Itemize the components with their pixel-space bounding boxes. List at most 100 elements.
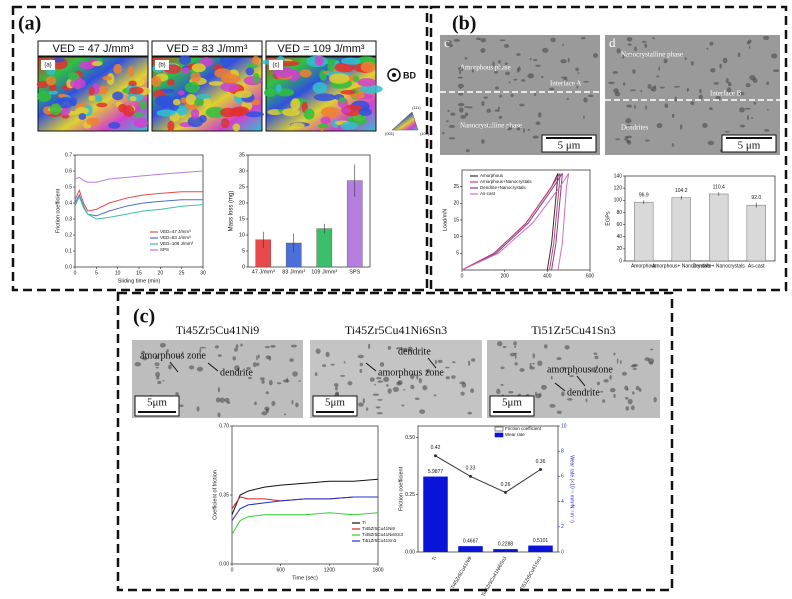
- map-tag: (b): [158, 63, 165, 69]
- panel-label: (a): [18, 13, 41, 35]
- x-tick-label: As-cast: [748, 263, 765, 269]
- speck: [725, 78, 729, 84]
- value-label: 0.26: [501, 482, 511, 488]
- grain: [245, 67, 255, 76]
- speck: [543, 344, 548, 349]
- map-tag: (c): [273, 63, 280, 69]
- x-tick-label: 0: [231, 567, 234, 573]
- alloy-title: Ti51Zr5Cu41Sn3: [531, 323, 615, 337]
- series-line: [74, 188, 203, 212]
- speck: [505, 71, 510, 76]
- grain: [290, 122, 305, 129]
- grain: [263, 88, 277, 97]
- speck: [715, 95, 721, 101]
- series-line: [231, 496, 378, 521]
- speck: [234, 365, 240, 371]
- x-axis-label: Sliding time (min): [118, 278, 161, 284]
- plot-frame: [417, 425, 559, 553]
- speck: [458, 66, 465, 71]
- map-caption: VED = 83 J/mm³: [167, 43, 248, 55]
- speck: [246, 366, 251, 370]
- grain: [88, 95, 96, 102]
- speck: [624, 136, 628, 141]
- grain: [275, 84, 282, 93]
- speck: [726, 87, 732, 93]
- speck: [359, 362, 364, 367]
- y-tick-label: 5: [242, 248, 245, 254]
- speck: [535, 121, 541, 126]
- bar: [746, 204, 766, 262]
- speck: [650, 348, 654, 351]
- speck: [521, 79, 526, 82]
- speck: [538, 392, 542, 398]
- grain: [48, 83, 57, 92]
- speck: [745, 83, 751, 88]
- grain: [191, 63, 206, 73]
- speck: [641, 40, 647, 43]
- speck: [464, 56, 468, 60]
- x-tick-label: Ti: [431, 556, 438, 562]
- speck: [583, 97, 588, 103]
- speck: [386, 384, 389, 387]
- x-tick-label: Ti51Zr5Cu41Sn3: [519, 555, 543, 591]
- speck: [626, 37, 633, 42]
- speck: [265, 391, 269, 395]
- y-axis-label: Mass loss (mg): [229, 191, 235, 232]
- y2-tick-label: 2: [561, 524, 564, 530]
- speck: [640, 89, 643, 93]
- speck: [585, 398, 588, 403]
- speck: [600, 390, 604, 393]
- speck: [532, 362, 535, 365]
- speck: [664, 103, 668, 109]
- speck: [508, 390, 514, 394]
- grain: [358, 107, 372, 117]
- speck: [335, 391, 340, 396]
- speck: [621, 371, 627, 376]
- speck: [502, 345, 507, 348]
- speck: [162, 379, 165, 382]
- value-label: 96.9: [639, 193, 649, 199]
- speck: [199, 346, 207, 349]
- speck: [396, 381, 402, 386]
- grain: [320, 106, 340, 118]
- speck: [414, 397, 420, 400]
- speck: [340, 375, 346, 377]
- y2-tick-label: 10: [561, 423, 567, 429]
- speck: [214, 345, 219, 349]
- speck: [416, 374, 419, 380]
- plot-frame: [247, 154, 371, 268]
- speck: [504, 62, 508, 65]
- speck: [550, 37, 556, 43]
- grain: [220, 82, 239, 92]
- speck: [322, 364, 327, 368]
- y-tick-label: 0.4: [65, 200, 72, 206]
- speck: [410, 384, 415, 390]
- speck: [387, 345, 392, 350]
- series-line: [231, 512, 379, 535]
- speck: [581, 37, 586, 40]
- speck: [500, 383, 504, 386]
- speck: [706, 47, 709, 50]
- grain: [194, 98, 204, 107]
- grain: [57, 93, 67, 98]
- series-line: [461, 173, 563, 271]
- speck: [494, 109, 500, 112]
- phase-label: Dendrites: [621, 124, 648, 132]
- grain: [221, 74, 241, 84]
- speck: [746, 41, 751, 45]
- speck: [626, 139, 630, 144]
- grain: [134, 78, 145, 87]
- speck: [728, 81, 732, 85]
- y-tick-label: 120: [614, 185, 623, 191]
- grain: [312, 82, 328, 94]
- bar: [493, 549, 518, 552]
- speck: [516, 127, 521, 131]
- speck: [268, 379, 273, 386]
- bar: [423, 476, 448, 552]
- speck: [315, 348, 321, 354]
- speck: [626, 104, 632, 108]
- legend-label: VED=83 J/mm³: [160, 235, 191, 240]
- speck: [746, 114, 749, 121]
- speck: [357, 402, 364, 407]
